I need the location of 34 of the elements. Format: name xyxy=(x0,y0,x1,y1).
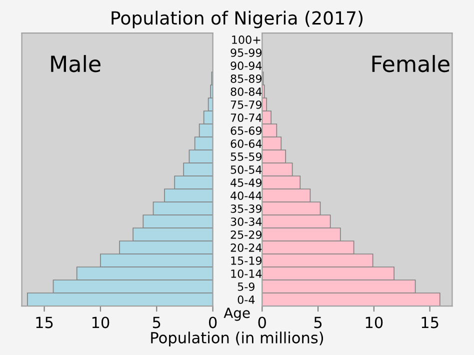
x-tick-label: 5 xyxy=(314,316,322,328)
y-tick-label: 25-29 xyxy=(230,230,262,239)
y-tick-label: 40-44 xyxy=(230,191,262,200)
y-tick-label: 45-49 xyxy=(230,178,262,187)
y-tick-label: 75-79 xyxy=(230,100,262,109)
y-tick-label: 95-99 xyxy=(230,48,262,57)
y-tick-label: 50-54 xyxy=(230,165,262,174)
chart-title: Population of Nigeria (2017) xyxy=(112,10,362,28)
annotation: Female xyxy=(372,55,450,72)
y-tick-label: 10-14 xyxy=(231,269,262,278)
y-tick-label: 60-64 xyxy=(230,139,262,148)
x-axis-title: Population (in millions) xyxy=(151,332,324,346)
x-tick-label: 0 xyxy=(258,316,266,328)
y-tick-label: 85-89 xyxy=(230,74,262,83)
y-tick-label: 20-24 xyxy=(230,243,262,252)
y-tick-label: 0-4 xyxy=(238,295,255,304)
x-tick-label: 15 xyxy=(422,316,438,328)
y-tick-label: 80-84 xyxy=(230,87,262,96)
x-tick-label: 5 xyxy=(152,316,160,328)
y-tick-label: 100+ xyxy=(232,35,260,44)
y-tick-label: 65-69 xyxy=(230,126,262,135)
annotation: Male xyxy=(51,55,100,72)
y-tick-label: 55-59 xyxy=(230,152,262,161)
y-tick-label: 35-39 xyxy=(230,204,262,213)
x-tick-label: 0 xyxy=(208,316,217,328)
y-tick-label: 70-74 xyxy=(230,113,262,122)
y-tick-label: 30-34 xyxy=(230,217,262,226)
x-tick-label: 10 xyxy=(92,316,110,328)
x-tick-label: 10 xyxy=(366,316,383,328)
y-tick-label: 15-19 xyxy=(231,256,262,265)
x-tick-label: 15 xyxy=(36,316,53,328)
y-axis-title: Age xyxy=(224,308,250,321)
y-tick-label: 5-9 xyxy=(238,282,254,291)
y-tick-label: 90-94 xyxy=(230,61,262,70)
